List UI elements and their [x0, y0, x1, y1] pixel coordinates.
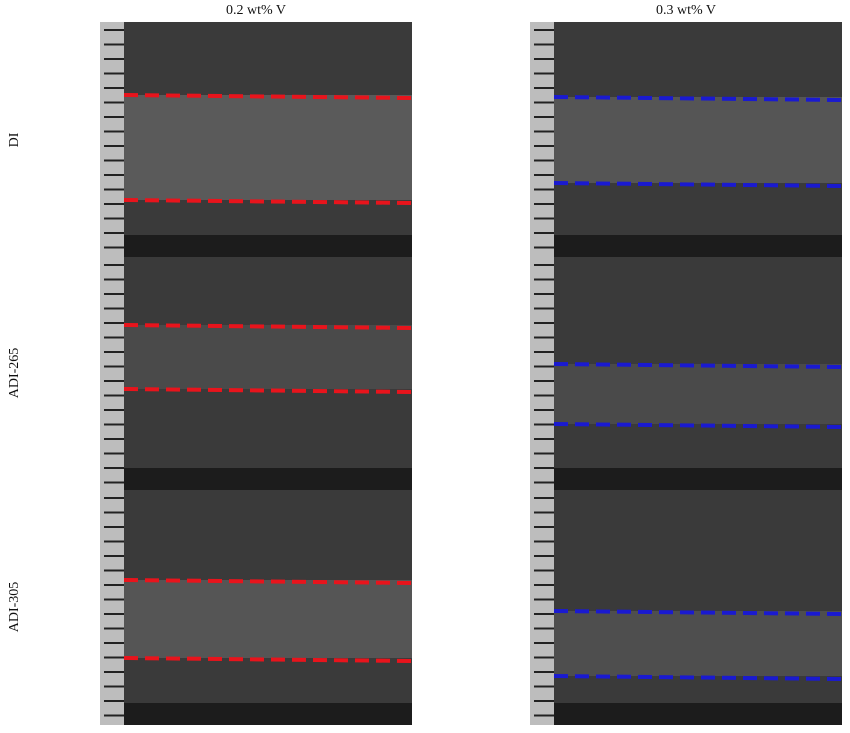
ruler — [530, 22, 554, 257]
sample-edge — [124, 468, 412, 490]
ruler — [530, 257, 554, 490]
wear-track — [554, 97, 842, 183]
ruler — [100, 257, 124, 490]
column-header: 0.3 wt% V — [656, 3, 716, 18]
column-header: 0.2 wt% V — [226, 3, 286, 18]
boundary-line — [553, 362, 843, 369]
row-label: ADI-265 — [7, 348, 22, 399]
boundary-line — [553, 181, 843, 188]
boundary-line — [123, 93, 413, 100]
sample-edge — [554, 703, 842, 725]
sample-edge — [554, 235, 842, 257]
wear-track — [554, 611, 842, 676]
wear-track — [554, 364, 842, 424]
boundary-line — [553, 422, 843, 429]
boundary-line — [553, 95, 843, 102]
sample-image — [530, 490, 842, 725]
wear-track — [124, 325, 412, 389]
wear-track — [124, 95, 412, 200]
ruler — [100, 22, 124, 257]
boundary-line — [123, 578, 413, 585]
boundary-line — [123, 656, 413, 663]
boundary-line — [123, 198, 413, 205]
boundary-line — [553, 609, 843, 616]
ruler — [530, 490, 554, 725]
boundary-line — [553, 674, 843, 681]
sample-edge — [124, 703, 412, 725]
row-label: DI — [7, 132, 22, 147]
row-label: ADI-305 — [7, 582, 22, 633]
ruler — [100, 490, 124, 725]
boundary-line — [123, 323, 413, 330]
sample-edge — [554, 468, 842, 490]
wear-track — [124, 580, 412, 658]
sample-edge — [124, 235, 412, 257]
boundary-line — [123, 387, 413, 394]
